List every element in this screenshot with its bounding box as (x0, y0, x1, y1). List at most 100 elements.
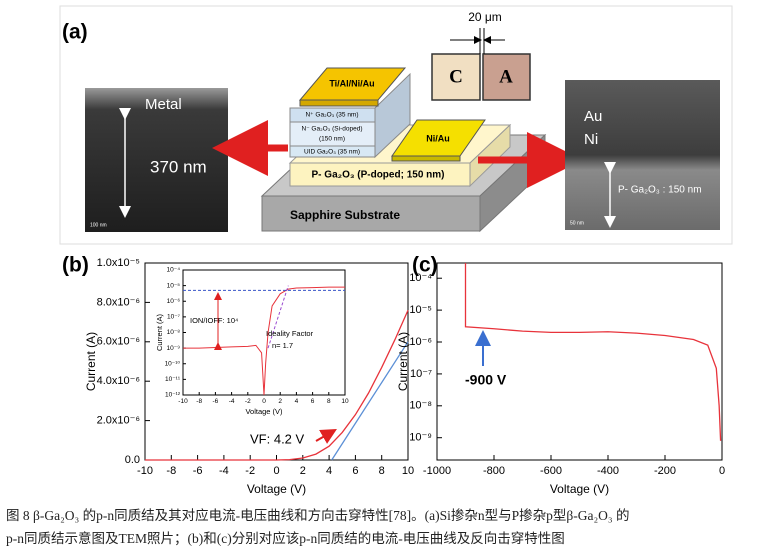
series-line (145, 310, 409, 461)
x-tick-label: -400 (597, 465, 619, 477)
label: Au (584, 108, 602, 125)
y-tick-label: 4.0x10⁻⁶ (97, 375, 140, 387)
x-tick-label: 0 (273, 465, 279, 477)
caption: p-n同质结示意图及TEM照片；(b)和(c)分别对应该p-n同质结的电流-电压… (6, 531, 565, 546)
x-tick-label: -8 (196, 398, 202, 405)
label: C (449, 66, 463, 87)
x-tick-label: -200 (654, 465, 676, 477)
figure: (a) Metal 370 nm 100 nm Sapphire Substra… (59, 5, 733, 496)
panel-label: (b) (62, 254, 89, 277)
x-tick-label: -4 (229, 398, 235, 405)
label: Ti/Al/Ni/Au (329, 78, 374, 88)
x-axis-label: Voltage (V) (245, 407, 283, 416)
x-tick-label: 10 (341, 398, 349, 405)
y-tick-label: 10⁻⁸ (167, 329, 181, 336)
x-tick-label: 8 (379, 465, 385, 477)
x-tick-label: -600 (540, 465, 562, 477)
x-tick-label: 2 (300, 465, 306, 477)
n-plus-layer (289, 107, 376, 123)
label: Ni/Au (426, 133, 450, 143)
tem-image (85, 88, 228, 232)
y-tick-label: 10⁻⁹ (167, 345, 181, 352)
y-tick-label: 0.0 (125, 454, 140, 466)
label: P- Ga₂O₃ (P-doped; 150 nm) (312, 170, 445, 181)
y-tick-label: 10⁻⁷ (410, 368, 432, 380)
x-tick-label: -6 (213, 398, 219, 405)
annotation-arrow (315, 429, 337, 444)
tem-image (565, 80, 720, 230)
label: UID Ga₂O₃ (35 nm) (304, 149, 360, 156)
y-tick-label: 10⁻¹² (165, 392, 181, 399)
p-layer-front (289, 162, 471, 187)
annotation: VF: 4.2 V (250, 431, 305, 446)
pad (431, 53, 481, 101)
label: P- Ga₂O₃ : 150 nm (618, 185, 702, 196)
contact-pad-edge (299, 99, 379, 107)
x-tick-label: -6 (193, 465, 203, 477)
series-line (331, 341, 409, 461)
series-line (267, 285, 289, 349)
label: A (499, 66, 513, 87)
y-tick-label: 10⁻⁸ (409, 400, 432, 412)
pad (482, 53, 531, 101)
y-tick-label: 10⁻⁴ (167, 267, 181, 274)
annotation: n= 1.7 (272, 341, 293, 350)
caption: 图 8 β-Ga₂O₃ 的p-n同质结及其对应电流-电压曲线和方向击穿特性[78… (6, 508, 630, 523)
label: (150 nm) (319, 136, 345, 143)
x-tick-label: 0 (719, 465, 725, 477)
annotation: Ideality Factor (266, 329, 314, 338)
label: Ni (584, 131, 598, 148)
y-tick-label: 10⁻⁶ (167, 298, 181, 305)
x-tick-label: 6 (311, 398, 315, 405)
y-tick-label: 2.0x10⁻⁶ (97, 415, 140, 427)
contact-pad-edge (391, 155, 461, 162)
y-tick-label: 8.0x10⁻⁶ (97, 296, 140, 308)
label: N⁺ Ga₂O₃ (35 nm) (305, 112, 358, 119)
panel-frame (59, 5, 733, 245)
plot-frame (436, 262, 723, 461)
series-line (464, 263, 722, 441)
x-tick-label: -4 (219, 465, 229, 477)
annotation: -900 V (465, 372, 507, 388)
label: 370 nm (150, 157, 207, 176)
y-tick-label: 6.0x10⁻⁶ (97, 336, 140, 348)
y-tick-label: 10⁻¹⁰ (165, 360, 181, 367)
x-tick-label: -10 (137, 465, 153, 477)
x-tick-label: -8 (166, 465, 176, 477)
x-tick-label: 8 (327, 398, 331, 405)
scale-label: 100 nm (90, 222, 107, 228)
x-axis-label: Voltage (V) (550, 482, 609, 496)
y-tick-label: 10⁻⁴ (409, 272, 432, 284)
y-axis-label: Current (A) (84, 332, 98, 391)
x-tick-label: -2 (245, 465, 255, 477)
y-axis-label: Current (A) (396, 332, 410, 391)
panel-label: (c) (412, 254, 438, 277)
x-axis-label: Voltage (V) (247, 482, 306, 496)
series-line (183, 286, 345, 396)
y-tick-label: 1.0x10⁻⁵ (97, 257, 140, 269)
annotation: ION/IOFF: 10⁴ (190, 316, 238, 325)
x-tick-label: 6 (352, 465, 358, 477)
label: Metal (145, 96, 182, 113)
y-tick-label: 10⁻⁷ (167, 314, 181, 321)
label: N⁻ Ga₂O₃ (Si-doped) (302, 126, 363, 133)
y-tick-label: 10⁻⁹ (409, 432, 432, 444)
scale-label: 20 μm (468, 10, 502, 24)
x-tick-label: -800 (483, 465, 505, 477)
x-tick-label: 4 (326, 465, 332, 477)
x-tick-label: -2 (245, 398, 251, 405)
y-tick-label: 10⁻⁵ (167, 282, 181, 289)
panel-label: (a) (62, 21, 88, 44)
x-tick-label: 4 (295, 398, 299, 405)
y-tick-label: 10⁻⁵ (409, 304, 432, 316)
scale-label: 50 nm (570, 220, 584, 226)
x-tick-label: 2 (278, 398, 282, 405)
y-axis-label: Current (A) (155, 313, 164, 351)
y-tick-label: 10⁻⁶ (409, 336, 432, 348)
inset-frame (182, 269, 346, 396)
substrate-front (261, 195, 481, 232)
x-tick-label: 10 (402, 465, 414, 477)
x-tick-label: -1000 (423, 465, 451, 477)
label: Sapphire Substrate (290, 208, 400, 222)
